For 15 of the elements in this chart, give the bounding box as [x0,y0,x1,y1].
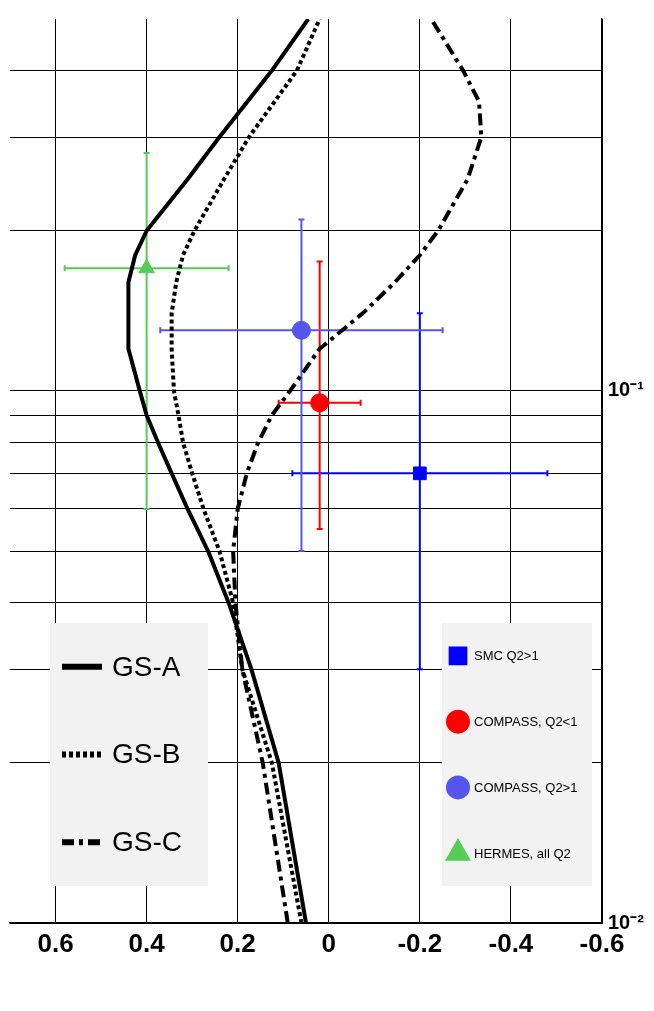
x-tick-label: -0.2 [397,927,443,958]
legend-label: GS-B [112,738,181,770]
y-tick-label: 10⁻² [608,910,645,933]
legend-label: COMPASS, Q2<1 [474,714,578,730]
legend-label: HERMES, all Q2 [474,845,571,861]
legend-label: GS-A [112,650,181,682]
x-tick-label: 0.6 [37,927,74,958]
legend-label: GS-C [112,825,182,857]
legend-label: SMC Q2>1 [474,648,539,664]
y-tick-label: 10⁻¹ [608,378,645,401]
x-tick-label: -0.4 [488,927,534,958]
x-tick-label: 0.4 [128,927,166,958]
legend-label: COMPASS, Q2>1 [474,779,578,795]
x-tick-label: 0 [321,927,336,958]
x-tick-label: 0.2 [219,927,256,958]
